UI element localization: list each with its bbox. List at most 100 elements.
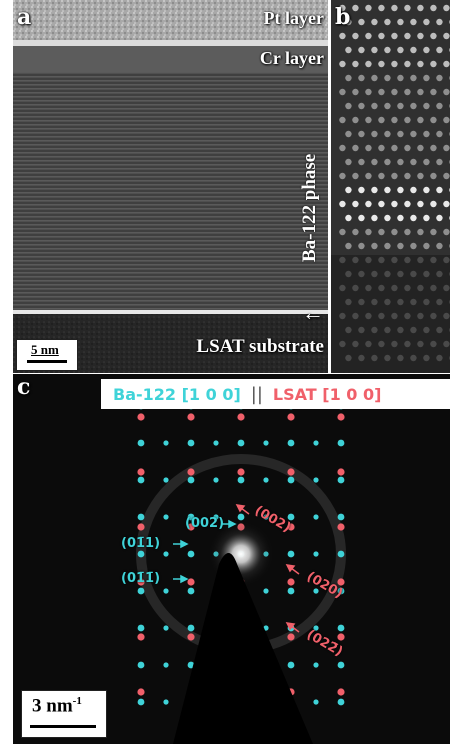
atom-column — [378, 228, 385, 236]
red-spot — [287, 633, 295, 641]
cyan-spot — [163, 514, 169, 520]
atom-column — [365, 116, 372, 124]
index-arrows — [173, 504, 300, 633]
atom-column — [436, 186, 443, 194]
atom-column — [384, 130, 391, 138]
atom-column — [391, 172, 398, 180]
cyan-spot — [313, 551, 319, 557]
atom-column — [397, 74, 404, 82]
scalebar-a-label: 5 nm — [31, 342, 59, 357]
cyan-spot — [163, 477, 169, 483]
scalebar-a: 5 nm — [16, 339, 78, 371]
atom-column — [443, 4, 450, 12]
atom-column — [443, 228, 450, 236]
atom-column — [436, 158, 443, 166]
atom-column — [430, 200, 437, 208]
atom-column — [384, 186, 391, 194]
beam-stop — [173, 553, 313, 744]
scalebar-c-bar — [30, 725, 96, 728]
atom-column — [339, 144, 346, 152]
atom-column — [397, 242, 404, 250]
atom-column — [417, 200, 424, 208]
atom-column — [417, 60, 424, 68]
atom-column — [430, 88, 437, 96]
atom-column — [436, 46, 443, 54]
atom-column — [365, 88, 372, 96]
cyan-spot — [287, 661, 295, 669]
atom-column — [384, 158, 391, 166]
cyan-spot — [163, 440, 169, 446]
atom-column — [371, 242, 378, 250]
cyan-spot — [213, 440, 219, 446]
cyan-spot — [287, 587, 295, 595]
atom-column — [378, 32, 385, 40]
atom-column — [417, 88, 424, 96]
red-spot — [337, 578, 345, 586]
atom-column — [352, 172, 359, 180]
atom-column — [358, 102, 365, 110]
atom-column — [358, 46, 365, 54]
scalebar-c-value: 3 nm — [32, 695, 73, 717]
atom-column — [345, 158, 352, 166]
atom-column — [423, 242, 430, 250]
cyan-spot — [187, 661, 195, 669]
atom-column — [443, 144, 450, 152]
cyan-spot — [163, 699, 169, 705]
atom-column — [410, 102, 417, 110]
atom-column — [378, 88, 385, 96]
cyan-spot — [163, 625, 169, 631]
atom-column — [404, 60, 411, 68]
atom-column — [384, 74, 391, 82]
atom-column — [423, 130, 430, 138]
atom-column — [391, 200, 398, 208]
scalebar-a-bar — [27, 360, 67, 363]
cyan-spot — [337, 513, 345, 521]
cyan-spot — [263, 440, 269, 446]
atom-column — [365, 4, 372, 12]
atom-column — [410, 214, 417, 222]
red-spot — [337, 413, 345, 421]
atom-column — [365, 32, 372, 40]
panel-label-a: a — [17, 4, 32, 30]
atom-column — [430, 32, 437, 40]
red-spot — [287, 413, 295, 421]
atom-column — [443, 200, 450, 208]
panel-label-b: b — [335, 4, 351, 30]
cyan-index-0-11: (01̄1) — [121, 536, 161, 551]
atom-column — [378, 172, 385, 180]
cyan-spot — [187, 513, 195, 521]
atom-column — [397, 18, 404, 26]
cyan-spot — [337, 661, 345, 669]
atom-column — [345, 130, 352, 138]
legend-ba122: Ba-122 [1 0 0] — [113, 384, 241, 404]
substrate-label: LSAT substrate — [196, 336, 324, 357]
haadf-atomic-image — [331, 0, 450, 373]
atom-column — [378, 144, 385, 152]
cyan-spot — [237, 439, 245, 447]
atom-column — [417, 144, 424, 152]
cyan-spot — [337, 439, 345, 447]
atom-column — [371, 214, 378, 222]
legend-separator: || — [250, 383, 263, 405]
red-spot — [337, 468, 345, 476]
atom-column — [443, 60, 450, 68]
atom-column — [384, 18, 391, 26]
atom-column — [345, 46, 352, 54]
atom-column — [371, 46, 378, 54]
atom-column — [436, 74, 443, 82]
cyan-spot — [137, 513, 145, 521]
red-spot — [187, 633, 195, 641]
atom-column — [384, 214, 391, 222]
atom-column — [397, 130, 404, 138]
pt-layer-label: Pt layer — [263, 8, 324, 28]
cyan-spot — [263, 625, 269, 631]
panel-label-c: c — [17, 374, 31, 400]
atom-column — [358, 18, 365, 26]
cyan-spot — [187, 439, 195, 447]
cyan-spot — [213, 477, 219, 483]
atom-column — [430, 60, 437, 68]
cyan-spot — [137, 698, 145, 706]
atom-column — [436, 18, 443, 26]
atom-column — [430, 144, 437, 152]
atom-column — [423, 46, 430, 54]
